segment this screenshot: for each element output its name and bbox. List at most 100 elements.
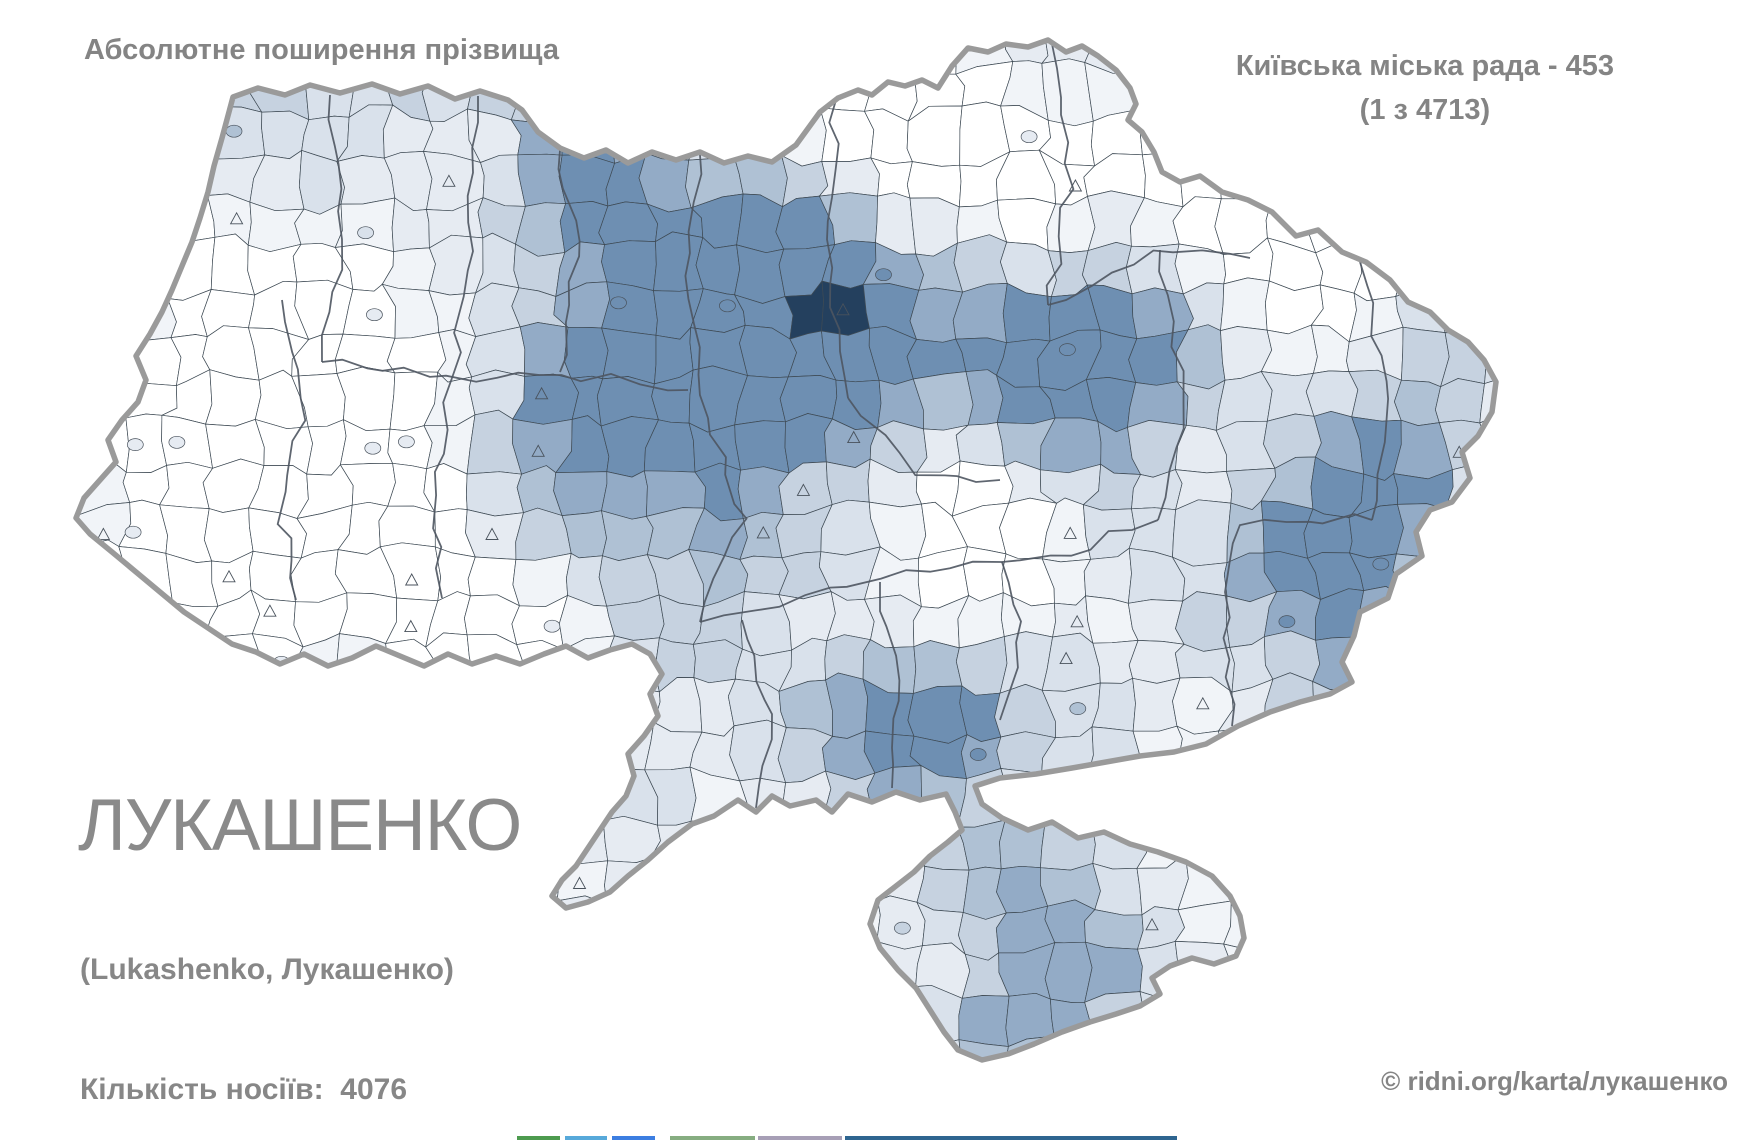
district-cell[interactable] bbox=[1083, 1031, 1146, 1085]
district-cell[interactable] bbox=[690, 816, 748, 865]
district-cell[interactable] bbox=[650, 912, 701, 957]
district-cell[interactable] bbox=[1392, 943, 1450, 998]
district-cell[interactable] bbox=[601, 510, 654, 561]
legend-bar[interactable] bbox=[845, 1136, 1177, 1140]
city-enclave[interactable] bbox=[1326, 181, 1344, 195]
district-cell[interactable] bbox=[423, 463, 468, 513]
city-enclave[interactable] bbox=[746, 1011, 763, 1024]
district-cell[interactable] bbox=[119, 687, 171, 735]
district-cell[interactable] bbox=[731, 943, 791, 1000]
district-cell[interactable] bbox=[729, 719, 787, 784]
district-cell[interactable] bbox=[867, 18, 915, 72]
district-cell[interactable] bbox=[653, 231, 704, 292]
district-cell[interactable] bbox=[27, 808, 82, 863]
district-cell[interactable] bbox=[644, 996, 704, 1045]
district-cell[interactable] bbox=[165, 720, 212, 782]
district-cell[interactable] bbox=[518, 767, 568, 818]
district-cell[interactable] bbox=[122, 194, 173, 250]
district-cell[interactable] bbox=[734, 855, 791, 908]
city-enclave[interactable] bbox=[1404, 225, 1422, 239]
district-cell[interactable] bbox=[1348, 369, 1402, 422]
district-cell[interactable] bbox=[518, 938, 573, 997]
district-cell[interactable] bbox=[550, 1031, 617, 1089]
city-enclave[interactable] bbox=[357, 226, 374, 240]
district-cell[interactable] bbox=[1223, 900, 1277, 953]
district-cell[interactable] bbox=[691, 851, 746, 914]
district-cell[interactable] bbox=[1263, 945, 1320, 993]
district-cell[interactable] bbox=[780, 897, 829, 957]
district-cell[interactable] bbox=[1475, 500, 1546, 555]
district-cell[interactable] bbox=[512, 898, 564, 948]
city-enclave[interactable] bbox=[142, 254, 160, 268]
district-cell[interactable] bbox=[76, 206, 131, 247]
district-cell[interactable] bbox=[1217, 990, 1276, 1046]
district-cell[interactable] bbox=[84, 635, 121, 692]
district-cell[interactable] bbox=[1349, 810, 1410, 869]
district-cell[interactable] bbox=[118, 60, 176, 122]
district-cell[interactable] bbox=[1303, 1034, 1364, 1083]
district-cell[interactable] bbox=[36, 459, 85, 518]
district-cell[interactable] bbox=[864, 1035, 921, 1087]
district-cell[interactable] bbox=[732, 989, 789, 1039]
district-cell[interactable] bbox=[1272, 811, 1315, 861]
district-cell[interactable] bbox=[123, 726, 176, 773]
district-cell[interactable] bbox=[734, 65, 794, 125]
district-cell[interactable] bbox=[1173, 765, 1224, 815]
district-cell[interactable] bbox=[202, 720, 251, 782]
district-cell[interactable] bbox=[466, 471, 524, 517]
district-cell[interactable] bbox=[123, 236, 178, 299]
district-cell[interactable] bbox=[168, 148, 213, 197]
district-cell[interactable] bbox=[556, 941, 609, 997]
district-cell[interactable] bbox=[465, 509, 524, 560]
district-cell[interactable] bbox=[1448, 551, 1496, 595]
district-cell[interactable] bbox=[1175, 591, 1231, 652]
district-cell[interactable] bbox=[1347, 194, 1409, 243]
district-cell[interactable] bbox=[162, 634, 215, 694]
district-cell[interactable] bbox=[598, 903, 657, 957]
district-cell[interactable] bbox=[916, 865, 970, 913]
district-cell[interactable] bbox=[734, 420, 790, 474]
district-cell[interactable] bbox=[782, 63, 828, 111]
district-cell[interactable] bbox=[1434, 675, 1490, 735]
district-cell[interactable] bbox=[646, 849, 701, 917]
district-cell[interactable] bbox=[1128, 640, 1185, 684]
district-cell[interactable] bbox=[473, 736, 529, 783]
city-enclave[interactable] bbox=[1372, 557, 1390, 571]
district-cell[interactable] bbox=[76, 120, 130, 154]
district-cell[interactable] bbox=[563, 326, 609, 380]
city-enclave[interactable] bbox=[1223, 749, 1241, 763]
district-cell[interactable] bbox=[1308, 985, 1360, 1045]
district-cell[interactable] bbox=[1127, 381, 1189, 428]
district-cell[interactable] bbox=[558, 986, 610, 1047]
district-cell[interactable] bbox=[26, 17, 80, 75]
district-cell[interactable] bbox=[1263, 989, 1313, 1046]
district-cell[interactable] bbox=[116, 598, 174, 646]
city-enclave[interactable] bbox=[398, 435, 415, 449]
district-cell[interactable] bbox=[955, 422, 1006, 467]
district-cell[interactable] bbox=[913, 640, 963, 694]
district-cell[interactable] bbox=[560, 678, 616, 734]
district-cell[interactable] bbox=[386, 332, 447, 374]
district-cell[interactable] bbox=[1348, 943, 1402, 999]
city-enclave[interactable] bbox=[1069, 702, 1087, 715]
district-cell[interactable] bbox=[1264, 1043, 1314, 1082]
district-cell[interactable] bbox=[519, 728, 575, 777]
district-cell[interactable] bbox=[1392, 553, 1451, 600]
district-cell[interactable] bbox=[30, 329, 82, 385]
district-cell[interactable] bbox=[1349, 861, 1409, 911]
copyright-link[interactable]: © ridni.org/karta/лукашенко bbox=[1381, 1066, 1728, 1096]
district-cell[interactable] bbox=[1308, 951, 1360, 991]
district-cell[interactable] bbox=[1480, 545, 1540, 600]
district-cell[interactable] bbox=[1308, 720, 1363, 782]
city-enclave[interactable] bbox=[894, 921, 911, 935]
district-cell[interactable] bbox=[1442, 504, 1486, 559]
district-cell[interactable] bbox=[1127, 599, 1185, 645]
district-cell[interactable] bbox=[165, 687, 222, 729]
district-cell[interactable] bbox=[80, 597, 121, 644]
district-cell[interactable] bbox=[34, 544, 83, 604]
district-cell[interactable] bbox=[73, 237, 133, 292]
district-cell[interactable] bbox=[692, 898, 741, 952]
district-cell[interactable] bbox=[470, 683, 522, 742]
district-cell[interactable] bbox=[378, 721, 443, 773]
city-enclave[interactable] bbox=[364, 441, 382, 455]
